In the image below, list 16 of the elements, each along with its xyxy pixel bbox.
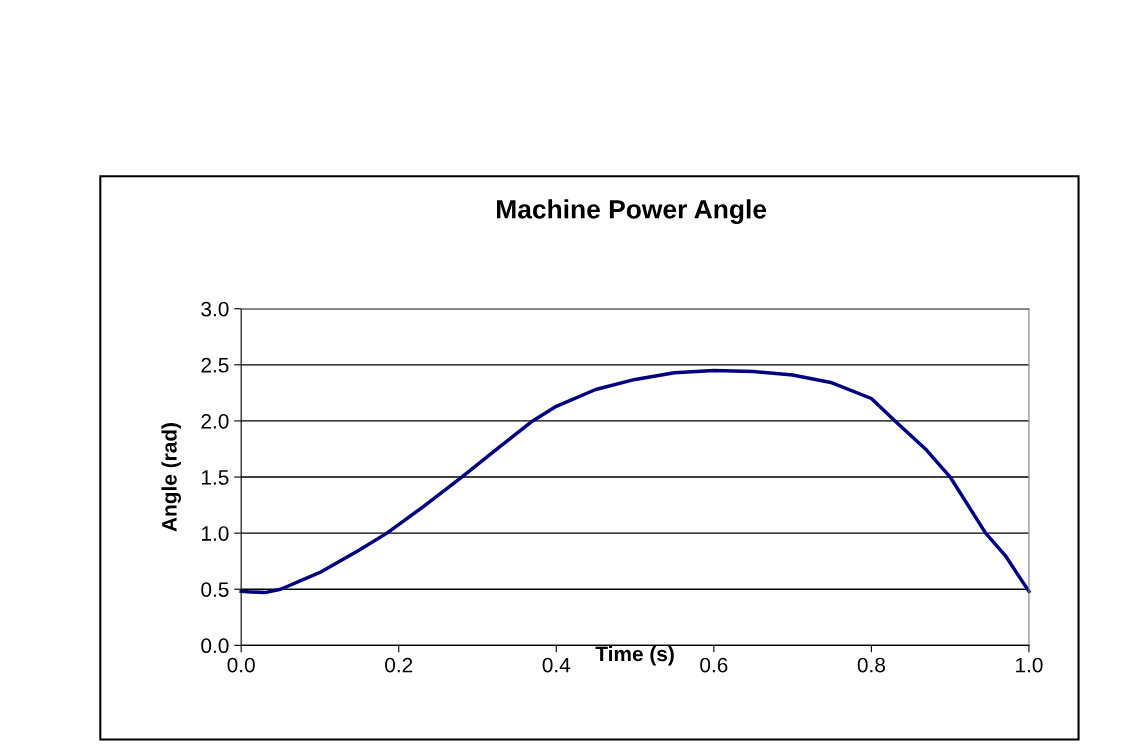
y-tick-label: 1.0 xyxy=(202,526,229,541)
x-tick-label: 0.4 xyxy=(542,657,571,673)
y-tick-label: 3.0 xyxy=(201,301,229,317)
y-tick-label: 1.5 xyxy=(202,470,229,485)
x-axis-title: Time (s) xyxy=(595,645,674,666)
y-axis-title: Angle (rad) xyxy=(161,423,181,532)
y-tick-label: 2.5 xyxy=(201,357,229,373)
y-tick-label: 2.0 xyxy=(201,413,229,429)
x-tick-label: 0.6 xyxy=(700,657,728,673)
x-tick-label: 0.2 xyxy=(385,657,413,673)
x-tick-label: 0.8 xyxy=(857,657,885,673)
x-tick-label: 0.0 xyxy=(227,657,255,673)
y-tick-label: 0.5 xyxy=(201,582,229,597)
x-tick-label: 1.0 xyxy=(1016,657,1043,673)
chart-title: Machine Power Angle xyxy=(497,199,767,224)
y-tick-label: 0.0 xyxy=(201,638,229,654)
